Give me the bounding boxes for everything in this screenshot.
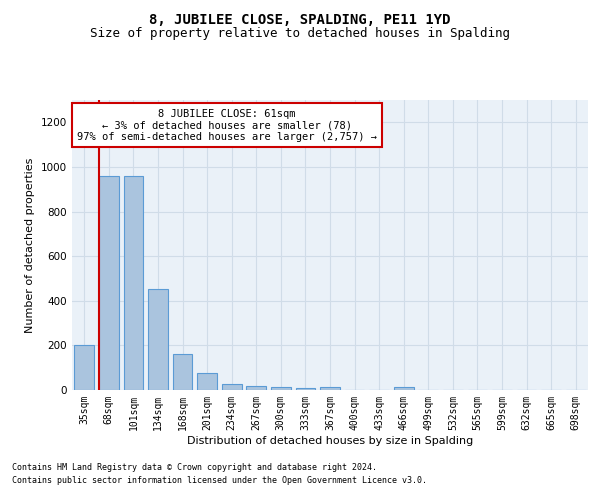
- Bar: [173, 354, 193, 390]
- Bar: [271, 386, 290, 390]
- Bar: [197, 374, 217, 390]
- Bar: [222, 384, 242, 390]
- Bar: [296, 388, 315, 390]
- Y-axis label: Number of detached properties: Number of detached properties: [25, 158, 35, 332]
- Bar: [394, 386, 413, 390]
- X-axis label: Distribution of detached houses by size in Spalding: Distribution of detached houses by size …: [187, 436, 473, 446]
- Bar: [74, 346, 94, 390]
- Text: Contains HM Land Registry data © Crown copyright and database right 2024.: Contains HM Land Registry data © Crown c…: [12, 464, 377, 472]
- Bar: [148, 288, 168, 390]
- Text: Contains public sector information licensed under the Open Government Licence v3: Contains public sector information licen…: [12, 476, 427, 485]
- Text: 8 JUBILEE CLOSE: 61sqm
← 3% of detached houses are smaller (78)
97% of semi-deta: 8 JUBILEE CLOSE: 61sqm ← 3% of detached …: [77, 108, 377, 142]
- Bar: [124, 176, 143, 390]
- Bar: [320, 386, 340, 390]
- Bar: [99, 176, 119, 390]
- Bar: [247, 386, 266, 390]
- Text: 8, JUBILEE CLOSE, SPALDING, PE11 1YD: 8, JUBILEE CLOSE, SPALDING, PE11 1YD: [149, 12, 451, 26]
- Text: Size of property relative to detached houses in Spalding: Size of property relative to detached ho…: [90, 28, 510, 40]
